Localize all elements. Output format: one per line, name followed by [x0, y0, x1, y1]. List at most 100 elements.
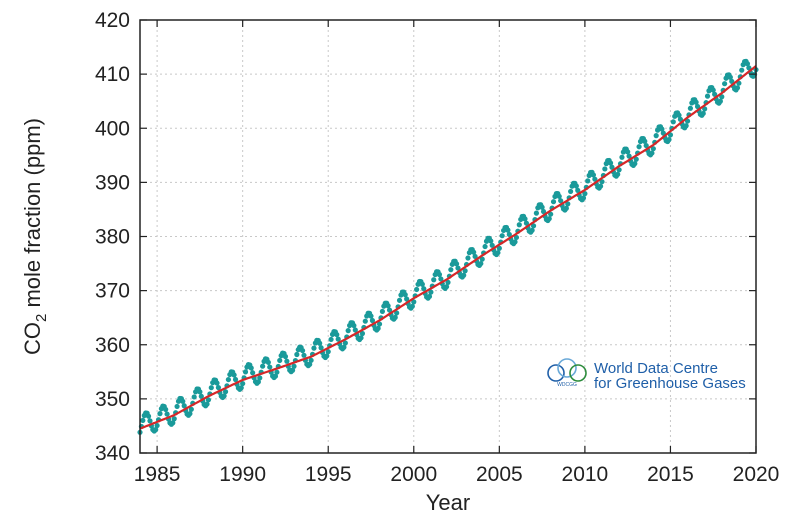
data-point-59	[221, 393, 227, 399]
data-point-146	[345, 328, 351, 334]
data-point-199	[421, 286, 427, 292]
data-point-390	[693, 99, 699, 105]
data-point-42	[197, 389, 203, 395]
data-point-306	[573, 183, 579, 189]
data-point-179	[392, 314, 398, 321]
data-point-247	[489, 242, 495, 248]
data-point-318	[590, 172, 597, 178]
data-point-79	[250, 370, 256, 376]
data-point-48	[205, 397, 212, 403]
data-point-71	[238, 385, 244, 391]
y-tick-label-5: 390	[95, 171, 130, 194]
data-point-96	[274, 369, 280, 375]
y-axis-title-subscript: 2	[33, 314, 50, 322]
data-point-170	[379, 308, 386, 315]
x-tick-label-0: 1985	[134, 463, 181, 486]
data-point-263	[512, 239, 518, 245]
data-point-144	[342, 340, 348, 346]
data-point-335	[615, 171, 621, 177]
data-point-251	[495, 250, 501, 256]
data-point-186	[402, 292, 408, 298]
data-point-180	[394, 310, 400, 316]
data-point-83	[255, 379, 261, 385]
data-point-119	[307, 361, 313, 367]
data-point-26	[174, 403, 180, 410]
data-point-62	[225, 376, 232, 383]
data-point-314	[585, 178, 591, 184]
data-point-295	[558, 198, 564, 204]
data-point-403	[712, 91, 718, 97]
data-point-426	[744, 61, 751, 67]
data-point-143	[341, 344, 347, 350]
data-point-275	[529, 227, 535, 233]
data-point-187	[404, 296, 410, 302]
data-point-300	[565, 201, 571, 207]
data-point-43	[198, 393, 204, 399]
data-point-278	[533, 210, 540, 216]
data-point-162	[368, 313, 374, 319]
data-point-391	[694, 103, 701, 110]
data-point-398	[704, 93, 711, 99]
data-point-347	[632, 161, 638, 167]
data-point-338	[619, 154, 625, 160]
x-tick-label-2: 1995	[305, 463, 352, 486]
data-point-218	[448, 267, 454, 273]
data-point-6	[145, 413, 152, 419]
data-point-50	[208, 385, 214, 391]
data-point-12	[154, 422, 160, 429]
data-point-35	[187, 411, 193, 417]
data-point-131	[324, 353, 330, 359]
data-point-324	[599, 179, 605, 185]
data-point-266	[516, 222, 522, 228]
data-point-342	[625, 149, 631, 155]
x-axis-title: Year	[426, 490, 470, 515]
data-point-168	[376, 321, 383, 327]
data-point-66	[231, 372, 237, 378]
data-point-72	[240, 380, 246, 387]
data-point-175	[386, 307, 393, 313]
data-point-252	[496, 245, 502, 251]
data-point-223	[455, 265, 461, 271]
data-point-355	[643, 142, 649, 149]
y-tick-label-2: 360	[95, 334, 130, 357]
data-point-350	[636, 144, 642, 150]
data-point-55	[215, 384, 222, 391]
data-point-211	[438, 276, 444, 282]
data-point-395	[700, 110, 706, 117]
trend-line	[139, 65, 757, 430]
data-point-276	[530, 223, 537, 229]
data-point-371	[666, 136, 672, 143]
data-point-270	[522, 216, 528, 222]
y-tick-label-4: 380	[95, 226, 130, 249]
data-point-359	[649, 150, 655, 156]
data-point-235	[472, 253, 478, 260]
data-point-408	[719, 94, 725, 100]
wdcgg-logo-icon: WDCGG	[547, 358, 587, 388]
data-point-271	[523, 220, 530, 226]
y-tick-label-0: 340	[95, 442, 130, 465]
data-point-282	[539, 204, 545, 210]
data-point-396	[702, 106, 708, 112]
data-point-336	[616, 167, 622, 173]
data-point-107	[289, 367, 296, 373]
y-tick-label-3: 370	[95, 280, 130, 303]
data-point-110	[294, 351, 300, 358]
data-point-192	[411, 299, 417, 305]
data-point-354	[642, 138, 648, 144]
y-tick-label-7: 410	[95, 63, 130, 86]
data-point-299	[563, 205, 569, 211]
data-point-402	[710, 87, 716, 93]
y-axis-title: CO2 mole fraction (ppm)	[20, 118, 50, 355]
data-point-158	[362, 318, 368, 324]
data-point-174	[385, 303, 391, 309]
data-point-206	[431, 277, 437, 283]
wdcgg-logo-text: WDCGG	[557, 382, 577, 388]
data-point-427	[746, 65, 752, 71]
data-point-18	[163, 406, 169, 413]
data-point-302	[568, 188, 574, 195]
data-point-407	[717, 98, 723, 104]
x-tick-label-1: 1990	[219, 463, 266, 486]
data-point-379	[677, 116, 684, 122]
data-point-11	[153, 427, 159, 433]
